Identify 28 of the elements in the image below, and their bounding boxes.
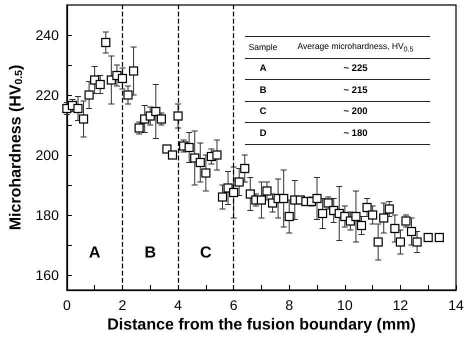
annotation: Sample bbox=[245, 36, 281, 58]
annotation: A bbox=[245, 58, 281, 80]
annotation: B bbox=[144, 244, 156, 262]
y-tick-label: 240 bbox=[36, 27, 60, 43]
x-axis-title: Distance from the fusion boundary (mm) bbox=[107, 316, 416, 334]
annotation: Average microhardness, HV$_{0.5}$ bbox=[281, 36, 430, 58]
y-tick-label: 160 bbox=[36, 267, 60, 283]
x-tick-label: 4 bbox=[174, 297, 182, 313]
annotation: D bbox=[245, 122, 281, 144]
x-tick-label: 6 bbox=[230, 297, 238, 313]
x-tick-label: 14 bbox=[448, 297, 464, 313]
annotation: ~ 200 bbox=[281, 101, 430, 122]
annotation: A bbox=[88, 244, 101, 262]
x-tick-label: 12 bbox=[392, 297, 408, 313]
x-tick-label: 0 bbox=[62, 297, 71, 313]
annotation: ~ 225 bbox=[281, 58, 430, 80]
x-tick-label: 8 bbox=[285, 297, 294, 313]
y-axis-title: Microhardness (HV0.5) bbox=[8, 64, 26, 230]
annotation: ~ 180 bbox=[281, 122, 430, 144]
y-tick-label: 220 bbox=[36, 87, 60, 103]
annotation: C bbox=[200, 244, 212, 262]
annotation: ~ 215 bbox=[281, 80, 430, 101]
y-tick-label: 200 bbox=[36, 147, 60, 163]
annotation: C bbox=[245, 101, 281, 122]
x-tick-label: 2 bbox=[118, 297, 127, 313]
y-tick-label: 180 bbox=[36, 207, 60, 223]
x-tick-label: 10 bbox=[337, 297, 353, 313]
annotation: B bbox=[245, 80, 281, 101]
